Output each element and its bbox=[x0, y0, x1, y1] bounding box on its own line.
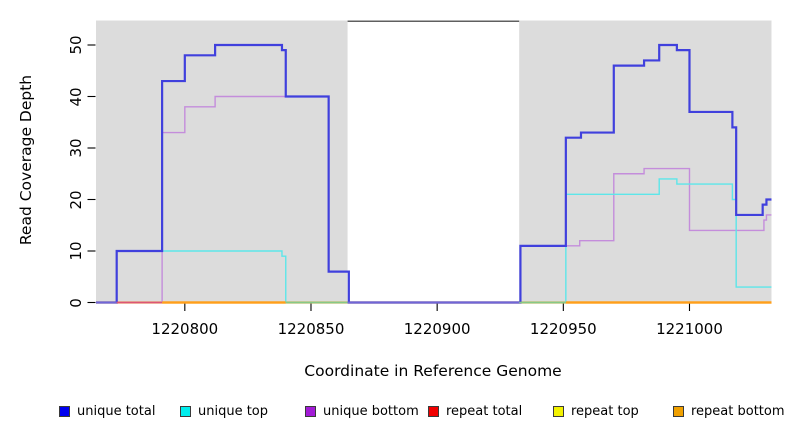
covered-region-2 bbox=[519, 20, 772, 304]
legend-swatch-icon bbox=[59, 405, 70, 417]
y-tick-label: 0 bbox=[67, 297, 85, 308]
legend-item-unique-total: unique total bbox=[59, 402, 155, 420]
legend-swatch-icon bbox=[428, 405, 439, 417]
y-tick-label: 30 bbox=[67, 138, 85, 158]
legend-label: repeat total bbox=[446, 403, 523, 419]
legend-label: unique bottom bbox=[323, 403, 419, 419]
series-line-unique-total bbox=[96, 43, 772, 304]
legend-item-unique-bottom: unique bottom bbox=[305, 402, 419, 420]
legend-item-repeat-bottom: repeat bottom bbox=[673, 402, 785, 420]
legend-swatch-icon bbox=[180, 405, 191, 417]
series-line-unique-top bbox=[96, 178, 772, 304]
legend-swatch-icon bbox=[553, 405, 564, 417]
covered-region-1 bbox=[96, 20, 348, 304]
legend-label: unique top bbox=[198, 403, 269, 419]
x-tick-label: 1220950 bbox=[529, 320, 597, 338]
legend-label: unique total bbox=[77, 403, 156, 419]
y-tick-label: 20 bbox=[67, 189, 85, 210]
y-tick-label: 40 bbox=[67, 86, 85, 107]
legend-swatch-icon bbox=[673, 405, 684, 417]
x-tick-label: 1220900 bbox=[403, 320, 471, 338]
legend-label: repeat bottom bbox=[691, 403, 785, 419]
legend-swatch-icon bbox=[305, 405, 316, 417]
x-tick-label: 1220850 bbox=[277, 320, 345, 338]
legend-item-repeat-top: repeat top bbox=[553, 402, 639, 420]
y-tick-label: 10 bbox=[67, 241, 85, 261]
legend-label: repeat top bbox=[571, 403, 639, 419]
y-axis-title: Read Coverage Depth bbox=[17, 74, 35, 246]
x-tick-label: 1221000 bbox=[656, 320, 723, 338]
y-tick-label: 50 bbox=[67, 35, 85, 55]
legend-item-repeat-total: repeat total bbox=[428, 402, 522, 420]
x-tick-label: 1220800 bbox=[151, 320, 219, 338]
x-axis-title: Coordinate in Reference Genome bbox=[304, 362, 562, 380]
legend-item-unique-top: unique top bbox=[180, 402, 268, 420]
